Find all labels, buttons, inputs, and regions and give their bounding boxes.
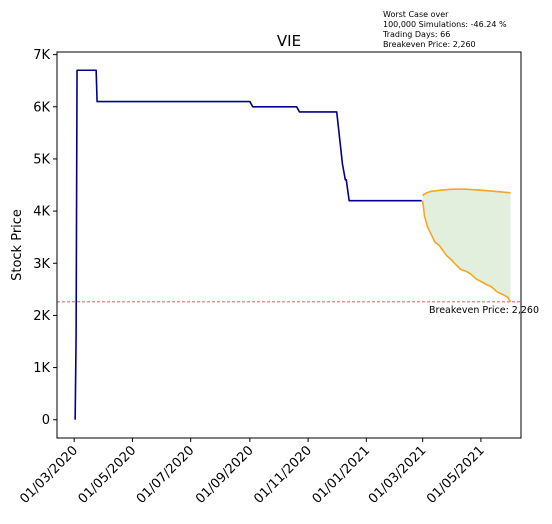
chart-title: VIE bbox=[277, 32, 301, 50]
x-tick-label: 01/07/2020 bbox=[134, 443, 198, 507]
simulation-upper-line bbox=[422, 188, 511, 197]
y-tick-label: 6K bbox=[33, 100, 50, 115]
simulation-annotation: Worst Case over 100,000 Simulations: -46… bbox=[382, 10, 507, 49]
x-tick-label: 01/01/2021 bbox=[310, 443, 374, 507]
x-tick-label: 01/11/2020 bbox=[251, 443, 315, 507]
y-tick-label: 5K bbox=[33, 152, 50, 167]
x-tick-label: 01/03/2020 bbox=[17, 443, 81, 507]
x-tick-label: 01/05/2021 bbox=[424, 443, 488, 507]
annotation-line-1: Worst Case over bbox=[383, 10, 449, 19]
annotation-line-2: 100,000 Simulations: -46.24 % bbox=[383, 20, 507, 29]
price-history-line bbox=[74, 69, 422, 420]
y-tick-label: 7K bbox=[33, 48, 50, 63]
x-tick-label: 01/05/2020 bbox=[76, 443, 140, 507]
y-tick-label: 1K bbox=[33, 361, 50, 376]
x-tick-label: 01/09/2020 bbox=[193, 443, 257, 507]
plot-area bbox=[56, 51, 522, 439]
x-tick-label: 01/03/2021 bbox=[366, 443, 430, 507]
y-tick-label: 3K bbox=[33, 257, 50, 272]
simulation-lower-line bbox=[421, 200, 512, 303]
annotation-line-4: Breakeven Price: 2,260 bbox=[383, 40, 476, 49]
breakeven-label: Breakeven Price: 2,260 bbox=[429, 305, 539, 316]
y-tick-label: 2K bbox=[33, 309, 50, 324]
y-tick-label: 4K bbox=[33, 205, 50, 220]
simulation-range-band bbox=[422, 189, 511, 302]
y-tick-label: 0 bbox=[42, 413, 50, 428]
annotation-line-3: Trading Days: 66 bbox=[382, 30, 450, 39]
y-axis-label: Stock Price bbox=[10, 209, 25, 281]
